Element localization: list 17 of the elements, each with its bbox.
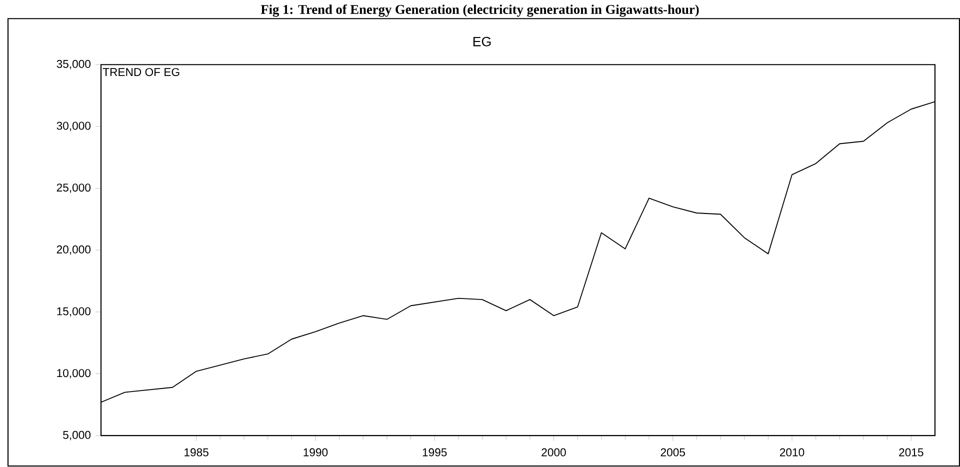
y-tick-label: 15,000 <box>57 307 91 317</box>
chart-subtitle: EG <box>473 37 491 47</box>
x-tick-label: 1995 <box>422 448 447 456</box>
x-tick-label: 2005 <box>660 448 685 456</box>
x-tick-label: 1990 <box>304 448 328 456</box>
y-tick-label: 30,000 <box>56 122 91 132</box>
annotation: TREND OF EG <box>102 68 180 76</box>
chart-title: Fig 1: Trend of Energy Generation (electricity generation in Gigawatts-hour) <box>260 4 699 17</box>
x-tick-label: 2010 <box>780 448 804 456</box>
y-tick-label: 25,000 <box>56 184 91 194</box>
x-tick-label: 2000 <box>542 448 566 456</box>
y-tick-label: 20,000 <box>56 246 91 255</box>
x-tick-label: 2015 <box>899 448 924 456</box>
y-tick-label: 35,000 <box>56 60 91 70</box>
y-tick-label: 5,000 <box>63 431 91 440</box>
x-tick-label: 1985 <box>184 448 208 456</box>
y-tick-label: 10,000 <box>57 369 91 379</box>
